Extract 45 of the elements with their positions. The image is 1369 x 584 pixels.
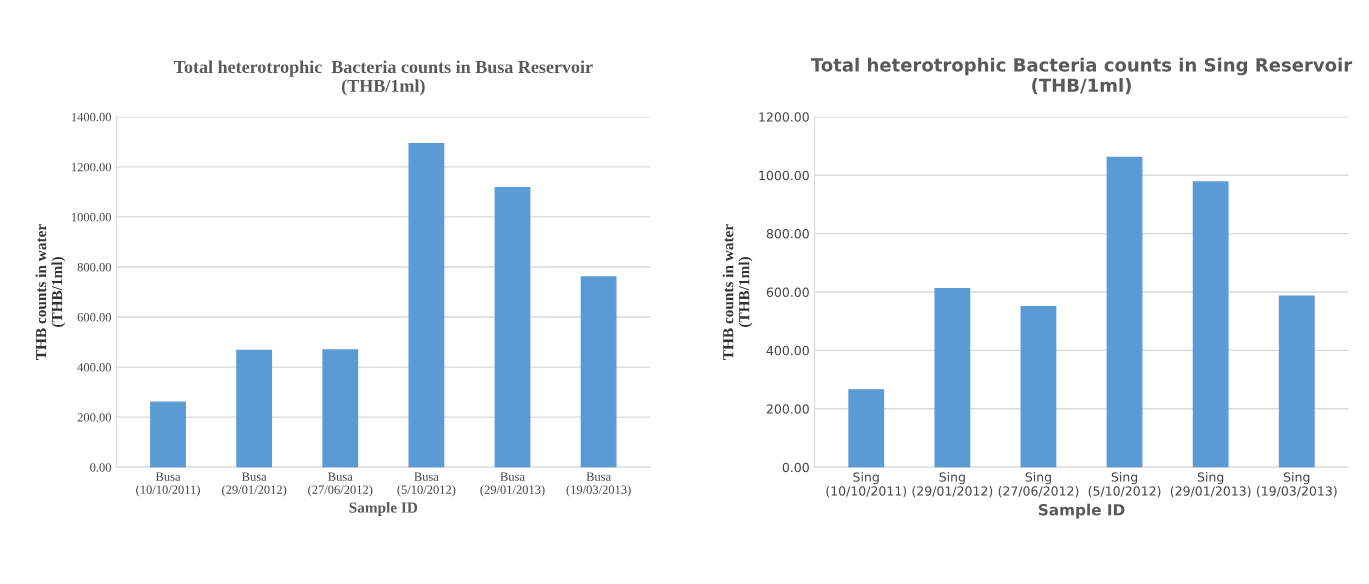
bar xyxy=(494,186,531,468)
y-tick-label: 200.00 xyxy=(766,404,809,414)
x-tick-label: Busa (27/06/2012) xyxy=(308,472,373,497)
y-tick-label: 1400.00 xyxy=(71,112,112,122)
x-axis-title: Sample ID xyxy=(349,502,418,516)
x-tick-label: Sing (10/10/2011) xyxy=(826,472,907,498)
y-tick-label: 1000.00 xyxy=(759,170,809,181)
y-tick-label: 1200.00 xyxy=(71,162,112,172)
y-tick-label: 0.00 xyxy=(90,463,112,472)
bar xyxy=(934,288,971,468)
y-tick-label: 0.00 xyxy=(782,462,809,473)
y-tick-label: 1200.00 xyxy=(759,112,809,122)
bar xyxy=(408,142,445,468)
bar xyxy=(1192,181,1229,468)
y-axis-title: THB counts in water (THB/1ml) xyxy=(722,224,753,360)
y-tick-label: 400.00 xyxy=(77,363,112,372)
x-axis-title: Sample ID xyxy=(1038,503,1125,519)
bar xyxy=(150,401,186,468)
bar xyxy=(580,276,617,468)
bar xyxy=(1106,156,1143,468)
x-tick-label: Sing (27/06/2012) xyxy=(998,472,1079,498)
y-tick-label: 600.00 xyxy=(766,287,809,297)
bar xyxy=(1278,295,1315,468)
x-tick-label: Sing (29/01/2013) xyxy=(1170,472,1251,498)
bar xyxy=(236,349,273,468)
y-tick-label: 600.00 xyxy=(77,313,112,322)
x-tick-label: Sing (19/03/2013) xyxy=(1256,472,1337,498)
x-tick-label: Busa (19/03/2013) xyxy=(566,472,631,497)
x-tick-label: Busa (29/01/2012) xyxy=(222,472,287,497)
y-tick-label: 400.00 xyxy=(766,345,809,356)
bar xyxy=(848,389,885,468)
x-tick-label: Sing (29/01/2012) xyxy=(912,472,993,498)
bar xyxy=(322,349,359,468)
x-tick-label: Busa (5/10/2012) xyxy=(397,472,456,497)
bar xyxy=(1020,305,1057,468)
y-axis-title: THB counts in water (THB/1ml) xyxy=(35,224,66,360)
y-tick-label: 800.00 xyxy=(766,229,809,239)
y-tick-label: 800.00 xyxy=(77,263,112,272)
x-tick-label: Sing (5/10/2012) xyxy=(1088,472,1161,498)
x-tick-label: Busa (29/01/2013) xyxy=(480,472,545,497)
chart-title: Total heterotrophic Bacteria counts in Busa Reservoir (THB/1ml) xyxy=(173,60,593,96)
x-tick-label: Busa (10/10/2011) xyxy=(136,472,200,497)
y-tick-label: 200.00 xyxy=(77,413,112,422)
chart-title: Total heterotrophic Bacteria counts in Sing Reservoir (THB/1ml) xyxy=(810,57,1353,95)
y-tick-label: 1000.00 xyxy=(71,212,112,222)
